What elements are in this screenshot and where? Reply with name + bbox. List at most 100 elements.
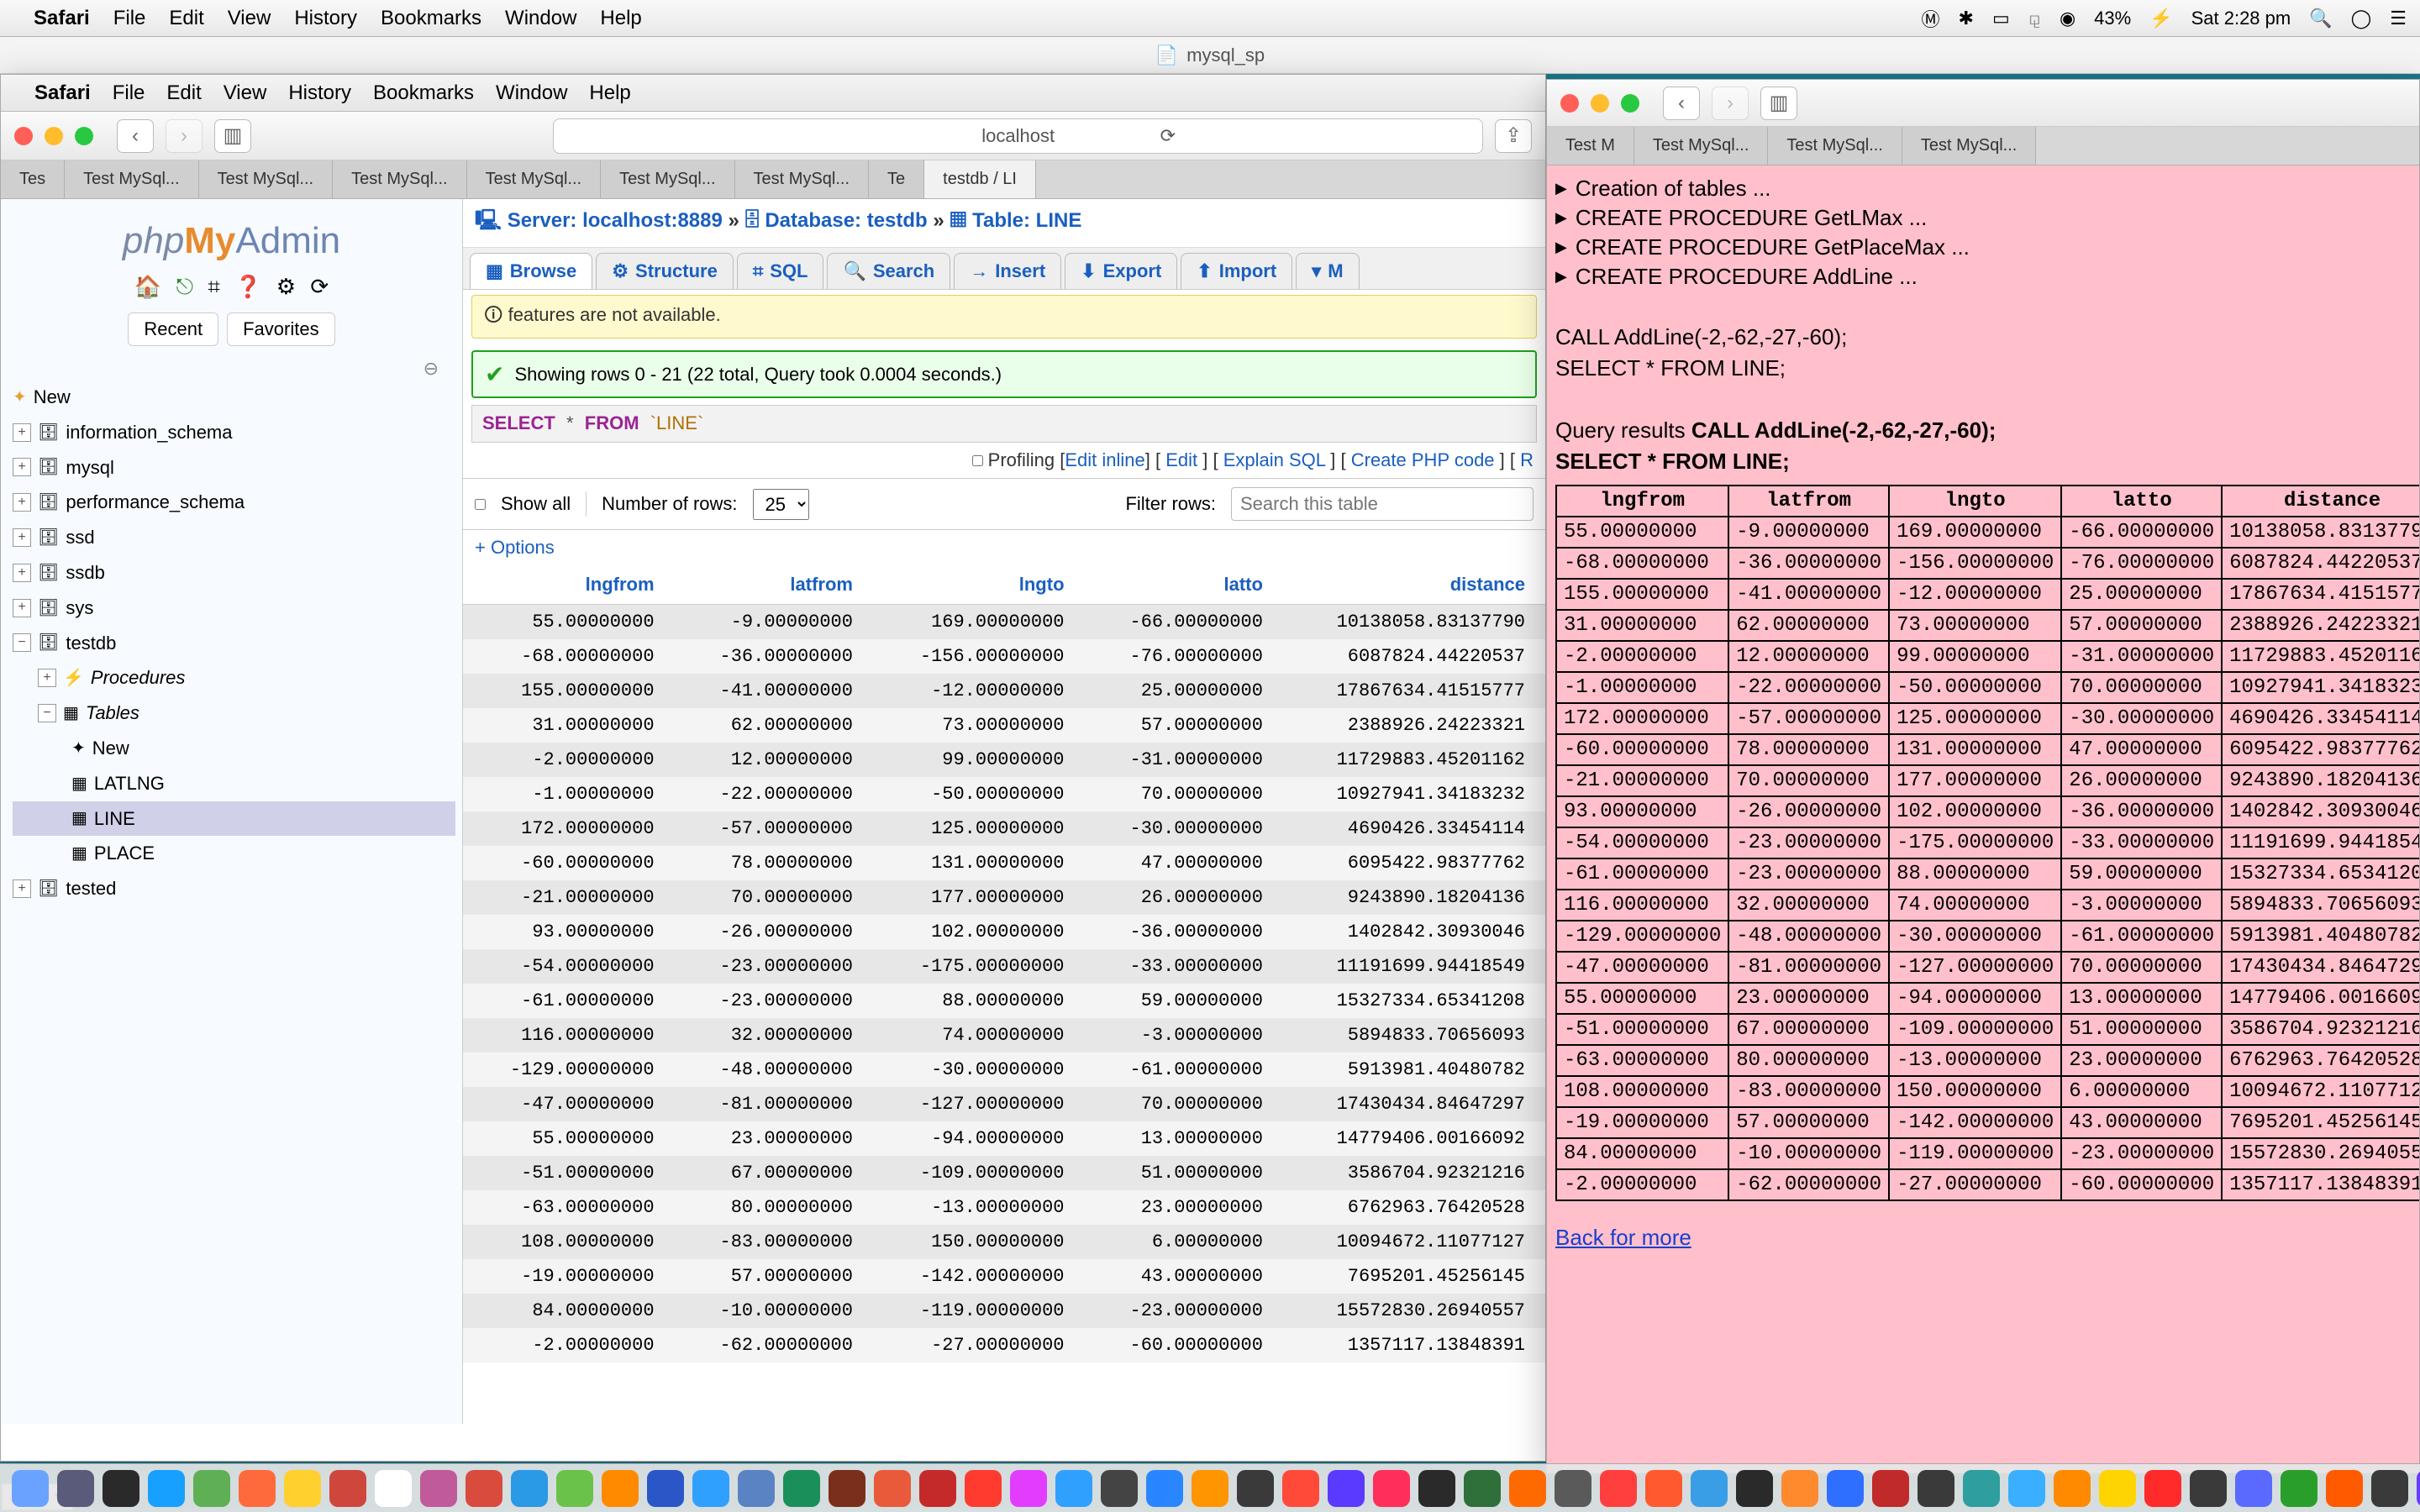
close-button[interactable] — [1560, 94, 1579, 113]
dock-app-icon[interactable] — [965, 1470, 1002, 1507]
menu-bookmarks[interactable]: Bookmarks — [373, 81, 474, 105]
avast-icon[interactable]: ✱ — [1959, 8, 1974, 29]
options-link[interactable]: + Options — [463, 530, 1545, 565]
disclosure-item[interactable]: CREATE PROCEDURE AddLine ... — [1555, 264, 2411, 290]
table-row[interactable]: -129.00000000-48.00000000-30.00000000-61… — [463, 1053, 1545, 1087]
dock-app-icon[interactable] — [103, 1470, 139, 1507]
dock-app-icon[interactable] — [2054, 1470, 2091, 1507]
tree-db[interactable]: +🗄 sys — [13, 591, 455, 626]
dock-app-icon[interactable] — [1055, 1470, 1092, 1507]
tree-procedures[interactable]: +⚡ Procedures — [13, 660, 455, 696]
settings-icon[interactable]: ⚙ — [276, 274, 296, 299]
dock-app-icon[interactable] — [1101, 1470, 1138, 1507]
col-header[interactable]: latto — [1085, 565, 1283, 605]
display-icon[interactable]: ▭ — [1992, 8, 2010, 29]
menu-view[interactable]: View — [224, 81, 267, 105]
minimize-button[interactable] — [1591, 94, 1609, 113]
dock-app-icon[interactable] — [2235, 1470, 2272, 1507]
menu-window[interactable]: Window — [496, 81, 567, 105]
dock-app-icon[interactable] — [783, 1470, 820, 1507]
tree-db[interactable]: +🗄 performance_schema — [13, 485, 455, 520]
dock-app-icon[interactable] — [420, 1470, 457, 1507]
tree-db-tested[interactable]: +🗄 tested — [13, 871, 455, 906]
pma-tab-sql[interactable]: ⌗SQL — [737, 253, 824, 289]
back-for-more-link[interactable]: Back for more — [1555, 1225, 1691, 1251]
dock-app-icon[interactable] — [1282, 1470, 1319, 1507]
pma-tab-export[interactable]: ⬇Export — [1065, 253, 1177, 289]
home-icon[interactable]: 🏠 — [134, 274, 161, 299]
dock-app-icon[interactable] — [692, 1470, 729, 1507]
tree-new[interactable]: ✦ New — [13, 380, 455, 415]
dock-app-icon[interactable] — [2008, 1470, 2045, 1507]
dock-app-icon[interactable] — [1600, 1470, 1637, 1507]
table-row[interactable]: -61.00000000-23.0000000088.0000000059.00… — [463, 984, 1545, 1018]
dock-app-icon[interactable] — [2371, 1470, 2408, 1507]
table-row[interactable]: -54.00000000-23.00000000-175.00000000-33… — [463, 949, 1545, 984]
dock-app-icon[interactable] — [1736, 1470, 1773, 1507]
dock-app-icon[interactable] — [874, 1470, 911, 1507]
table-row[interactable]: -51.0000000067.00000000-109.0000000051.0… — [463, 1156, 1545, 1190]
table-row[interactable]: -68.00000000-36.00000000-156.00000000-76… — [463, 639, 1545, 674]
table-row[interactable]: -63.0000000080.00000000-13.0000000023.00… — [463, 1190, 1545, 1225]
tree-db[interactable]: +🗄 ssd — [13, 520, 455, 555]
fullscreen-button[interactable] — [1621, 94, 1639, 113]
dock-app-icon[interactable] — [148, 1470, 185, 1507]
browser-tab[interactable]: Test MySql... — [1634, 127, 1768, 165]
bluetooth-icon[interactable]: ⚼ — [2028, 8, 2041, 29]
siri-icon[interactable]: ◯ — [2351, 8, 2372, 29]
menu-view[interactable]: View — [228, 7, 271, 30]
disclosure-item[interactable]: CREATE PROCEDURE GetLMax ... — [1555, 205, 2411, 231]
dock-app-icon[interactable] — [329, 1470, 366, 1507]
tree-table-place[interactable]: ▦ PLACE — [13, 836, 455, 871]
table-row[interactable]: -2.00000000-62.00000000-27.00000000-60.0… — [463, 1328, 1545, 1362]
explain-link[interactable]: Explain SQL — [1223, 449, 1325, 470]
col-header[interactable]: distance — [1283, 565, 1545, 605]
menubar-app[interactable]: Safari — [34, 7, 90, 30]
dock-app-icon[interactable] — [602, 1470, 639, 1507]
dock-app-icon[interactable] — [12, 1470, 49, 1507]
dock-app-icon[interactable] — [2144, 1470, 2181, 1507]
dock-app-icon[interactable] — [2190, 1470, 2227, 1507]
pma-tab-structure[interactable]: ⚙Structure — [596, 253, 734, 289]
tree-db[interactable]: +🗄 information_schema — [13, 415, 455, 450]
dock-app-icon[interactable] — [1827, 1470, 1864, 1507]
dock-app-icon[interactable] — [647, 1470, 684, 1507]
showall-checkbox[interactable] — [475, 499, 486, 510]
menu-edit[interactable]: Edit — [166, 81, 201, 105]
reload-icon[interactable]: ⟳ — [1160, 125, 1176, 147]
dock-app-icon[interactable] — [284, 1470, 321, 1507]
dock-app-icon[interactable] — [239, 1470, 276, 1507]
dock-app-icon[interactable] — [2099, 1470, 2136, 1507]
table-row[interactable]: 108.00000000-83.00000000150.000000006.00… — [463, 1225, 1545, 1259]
favorites-tab[interactable]: Favorites — [227, 312, 334, 346]
browser-tab[interactable]: Tes — [1, 160, 65, 198]
col-header[interactable]: lngfrom — [463, 565, 675, 605]
sidebar-button[interactable]: ▥ — [214, 119, 251, 153]
breadcrumb-table[interactable]: LINE — [1036, 209, 1082, 232]
menu-history[interactable]: History — [294, 7, 357, 30]
menu-file[interactable]: File — [113, 7, 146, 30]
dock-app-icon[interactable] — [375, 1470, 412, 1507]
tree-table-latlng[interactable]: ▦ LATLNG — [13, 766, 455, 801]
browser-tab[interactable]: Test MySql... — [735, 160, 869, 198]
browser-tab[interactable]: Test M — [1547, 127, 1634, 165]
dock-app-icon[interactable] — [193, 1470, 230, 1507]
table-row[interactable]: 93.00000000-26.00000000102.00000000-36.0… — [463, 915, 1545, 949]
browser-tab[interactable]: Test MySql... — [1902, 127, 2036, 165]
pma-tab-search[interactable]: 🔍Search — [827, 253, 950, 289]
table-row[interactable]: 155.00000000-41.00000000-12.0000000025.0… — [463, 674, 1545, 708]
dock-app-icon[interactable] — [57, 1470, 94, 1507]
menu-help[interactable]: Help — [600, 7, 641, 30]
profiling-checkbox[interactable] — [972, 455, 983, 466]
browser-tab[interactable]: Test MySql... — [65, 160, 198, 198]
battery-text[interactable]: 43% — [2094, 8, 2131, 29]
table-row[interactable]: 31.0000000062.0000000073.0000000057.0000… — [463, 708, 1545, 743]
refresh-link[interactable]: R — [1520, 449, 1534, 470]
sql-icon[interactable]: ⌗ — [208, 274, 220, 299]
back-button[interactable]: ‹ — [117, 119, 154, 153]
dock-app-icon[interactable] — [511, 1470, 548, 1507]
tree-tables[interactable]: −▦ Tables — [13, 696, 455, 731]
pma-tab-browse[interactable]: ▦Browse — [470, 253, 592, 289]
dock-app-icon[interactable] — [829, 1470, 865, 1507]
dock-app-icon[interactable] — [2326, 1470, 2363, 1507]
